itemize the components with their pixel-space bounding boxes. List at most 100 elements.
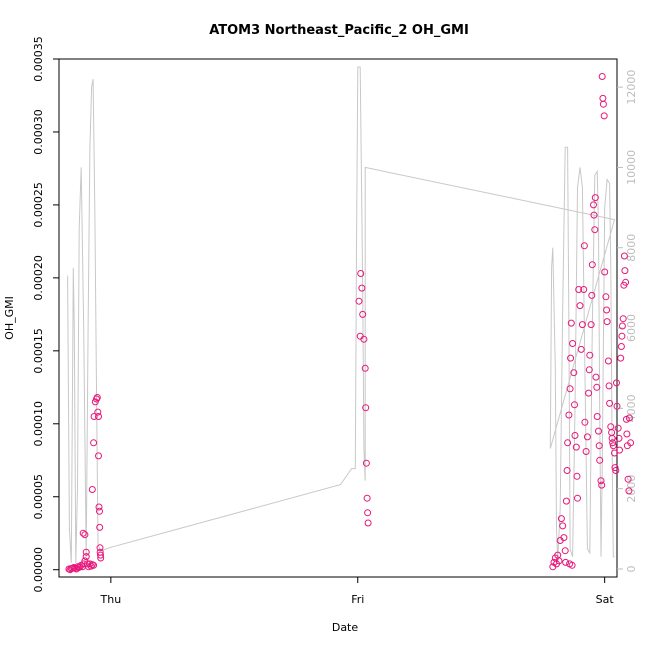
y2-tick-label: 6000 bbox=[625, 314, 638, 342]
oh-gmi-data-point bbox=[588, 261, 596, 269]
oh-gmi-data-point bbox=[360, 335, 368, 343]
x-tick-label: Fri bbox=[351, 593, 364, 606]
oh-gmi-data-point bbox=[595, 442, 603, 450]
oh-gmi-points-layer bbox=[65, 73, 635, 574]
y-tick-label: 0.00015 bbox=[32, 328, 45, 374]
oh-gmi-data-point bbox=[593, 413, 601, 420]
y-tick-label: 0.00005 bbox=[32, 474, 45, 519]
y-tick-label: 0.00020 bbox=[32, 255, 45, 301]
oh-gmi-data-point bbox=[580, 242, 588, 250]
oh-gmi-data-point bbox=[564, 439, 572, 447]
oh-gmi-data-point bbox=[593, 383, 601, 391]
oh-gmi-data-point bbox=[559, 522, 567, 530]
oh-gmi-data-point bbox=[586, 351, 594, 359]
oh-gmi-data-point bbox=[582, 448, 590, 455]
oh-gmi-data-point bbox=[599, 94, 607, 102]
altitude-series-line bbox=[67, 66, 616, 563]
oh-gmi-data-point bbox=[609, 442, 617, 450]
y-axis-label: OH_GMI bbox=[3, 296, 16, 340]
x-axis-label: Date bbox=[332, 621, 359, 634]
altitude-line-layer bbox=[67, 66, 616, 563]
oh-gmi-data-point bbox=[95, 503, 103, 511]
oh-gmi-data-point bbox=[618, 332, 626, 340]
oh-gmi-data-point bbox=[361, 364, 369, 372]
oh-gmi-data-point bbox=[602, 293, 610, 301]
oh-gmi-data-point bbox=[607, 423, 615, 431]
y2-tick-label: 10000 bbox=[625, 150, 638, 185]
oh-gmi-data-point bbox=[617, 343, 625, 350]
oh-gmi-data-point bbox=[590, 201, 597, 209]
oh-gmi-data-point bbox=[90, 439, 98, 447]
oh-gmi-data-point bbox=[573, 472, 581, 480]
oh-gmi-data-point bbox=[82, 553, 90, 561]
oh-gmi-data-point bbox=[75, 564, 83, 571]
oh-gmi-data-point bbox=[357, 270, 365, 277]
oh-gmi-data-point bbox=[591, 194, 599, 202]
oh-gmi-data-point bbox=[612, 467, 620, 474]
oh-gmi-data-point bbox=[604, 357, 612, 365]
oh-gmi-data-point bbox=[567, 354, 575, 362]
oh-gmi-data-point bbox=[623, 430, 631, 438]
oh-gmi-data-point bbox=[588, 291, 596, 299]
oh-gmi-data-point bbox=[90, 561, 98, 569]
oh-gmi-data-point bbox=[616, 446, 623, 454]
oh-gmi-data-point bbox=[603, 306, 611, 314]
oh-gmi-data-point bbox=[585, 366, 593, 374]
oh-gmi-data-point bbox=[560, 534, 568, 542]
y-axis-left: 0.00000 0.00005 0.00010 0.00015 0.00020 0.000… bbox=[32, 36, 59, 592]
oh-gmi-data-point bbox=[562, 497, 570, 505]
oh-gmi-data-point bbox=[568, 561, 576, 569]
oh-gmi-data-point bbox=[614, 424, 622, 432]
oh-gmi-data-point bbox=[555, 557, 563, 565]
oh-gmi-data-point bbox=[364, 509, 372, 517]
oh-gmi-data-point bbox=[603, 318, 611, 326]
oh-gmi-data-point bbox=[358, 284, 366, 292]
oh-gmi-data-point bbox=[613, 379, 620, 387]
oh-gmi-data-point bbox=[570, 369, 578, 377]
oh-gmi-data-point bbox=[577, 345, 585, 353]
oh-gmi-data-point bbox=[624, 475, 632, 483]
oh-gmi-data-point bbox=[595, 427, 602, 435]
oh-gmi-data-point bbox=[569, 340, 577, 347]
oh-gmi-data-point bbox=[96, 544, 104, 552]
oh-gmi-data-point bbox=[362, 404, 370, 412]
x-tick-label: Sat bbox=[596, 593, 615, 606]
oh-gmi-data-point bbox=[95, 413, 102, 420]
oh-gmi-data-point bbox=[563, 467, 571, 474]
oh-gmi-data-point bbox=[355, 297, 363, 305]
oh-gmi-data-point bbox=[622, 278, 630, 286]
oh-gmi-data-point bbox=[621, 267, 629, 275]
oh-gmi-data-point bbox=[618, 322, 626, 330]
oh-gmi-data-point bbox=[601, 268, 609, 276]
y2-tick-label: 12000 bbox=[625, 70, 638, 105]
oh-gmi-data-point bbox=[82, 548, 90, 556]
y-tick-label: 0.00035 bbox=[32, 36, 45, 82]
oh-gmi-data-point bbox=[576, 302, 584, 310]
x-axis: Thu Fri Sat bbox=[100, 577, 615, 606]
oh-gmi-data-point bbox=[583, 433, 591, 441]
oh-gmi-data-point bbox=[97, 551, 104, 559]
oh-gmi-data-point bbox=[615, 434, 623, 442]
oh-gmi-data-point bbox=[625, 414, 633, 422]
oh-gmi-data-point bbox=[592, 373, 600, 381]
oh-gmi-data-point bbox=[566, 385, 574, 393]
oh-gmi-data-point bbox=[95, 452, 102, 460]
y-tick-label: 0.00030 bbox=[32, 109, 45, 155]
oh-gmi-data-point bbox=[93, 394, 101, 401]
oh-gmi-data-point bbox=[611, 449, 618, 457]
oh-gmi-data-point bbox=[581, 418, 589, 426]
oh-gmi-data-point bbox=[557, 515, 565, 523]
oh-gmi-data-point bbox=[580, 286, 588, 293]
oh-gmi-data-point bbox=[90, 413, 98, 420]
oh-gmi-data-point bbox=[609, 439, 617, 447]
oh-gmi-data-point bbox=[575, 286, 583, 293]
oh-gmi-data-point bbox=[598, 481, 606, 489]
oh-gmi-data-point bbox=[613, 402, 621, 410]
oh-gmi-data-point bbox=[96, 523, 104, 531]
oh-gmi-data-point bbox=[591, 226, 599, 234]
y2-tick-label: 8000 bbox=[625, 234, 638, 262]
x-tick-label: Thu bbox=[100, 593, 122, 606]
oh-gmi-data-point bbox=[363, 494, 371, 502]
